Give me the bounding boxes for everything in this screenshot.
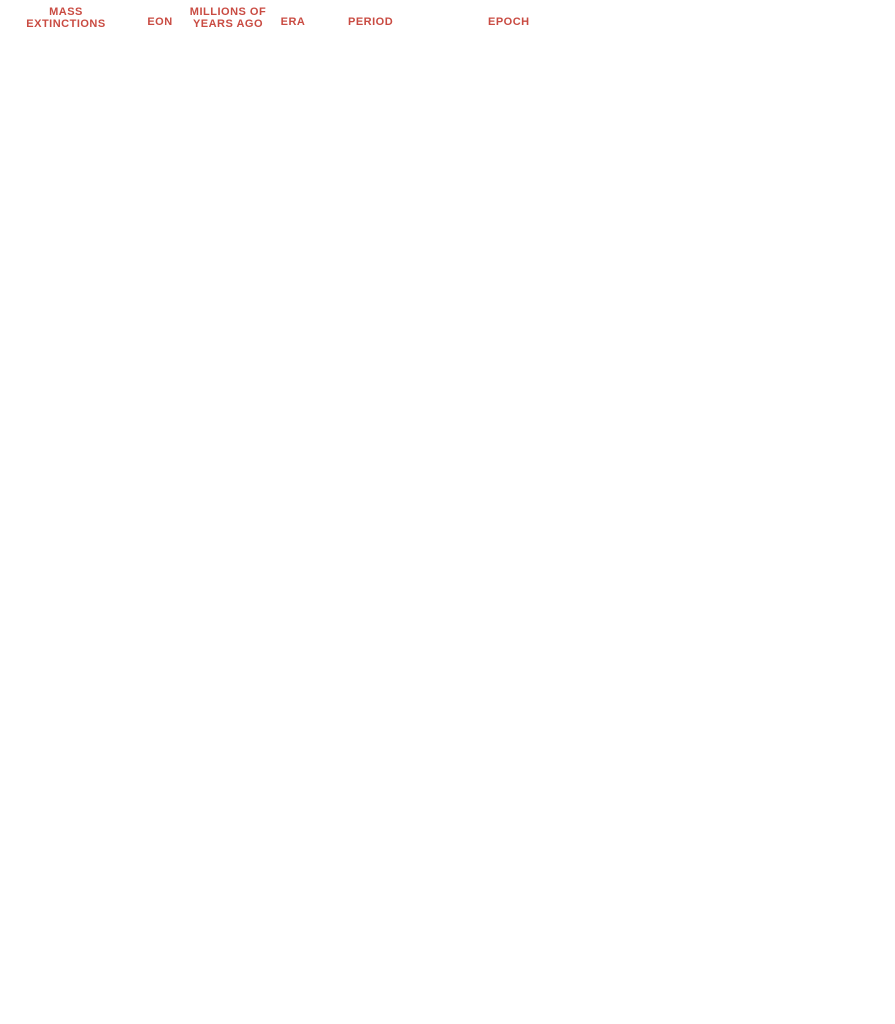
hdr-mya: MILLIONS OFYEARS AGO xyxy=(188,6,268,30)
hdr-period: PERIOD xyxy=(318,6,468,30)
hdr-eon: EON xyxy=(132,6,188,30)
hdr-era: ERA xyxy=(268,6,318,30)
hdr-extinctions: MASSEXTINCTIONS xyxy=(0,6,132,30)
hdr-epoch: EPOCH xyxy=(468,6,588,30)
header-row: MASSEXTINCTIONS EON MILLIONS OFYEARS AGO… xyxy=(0,0,895,34)
